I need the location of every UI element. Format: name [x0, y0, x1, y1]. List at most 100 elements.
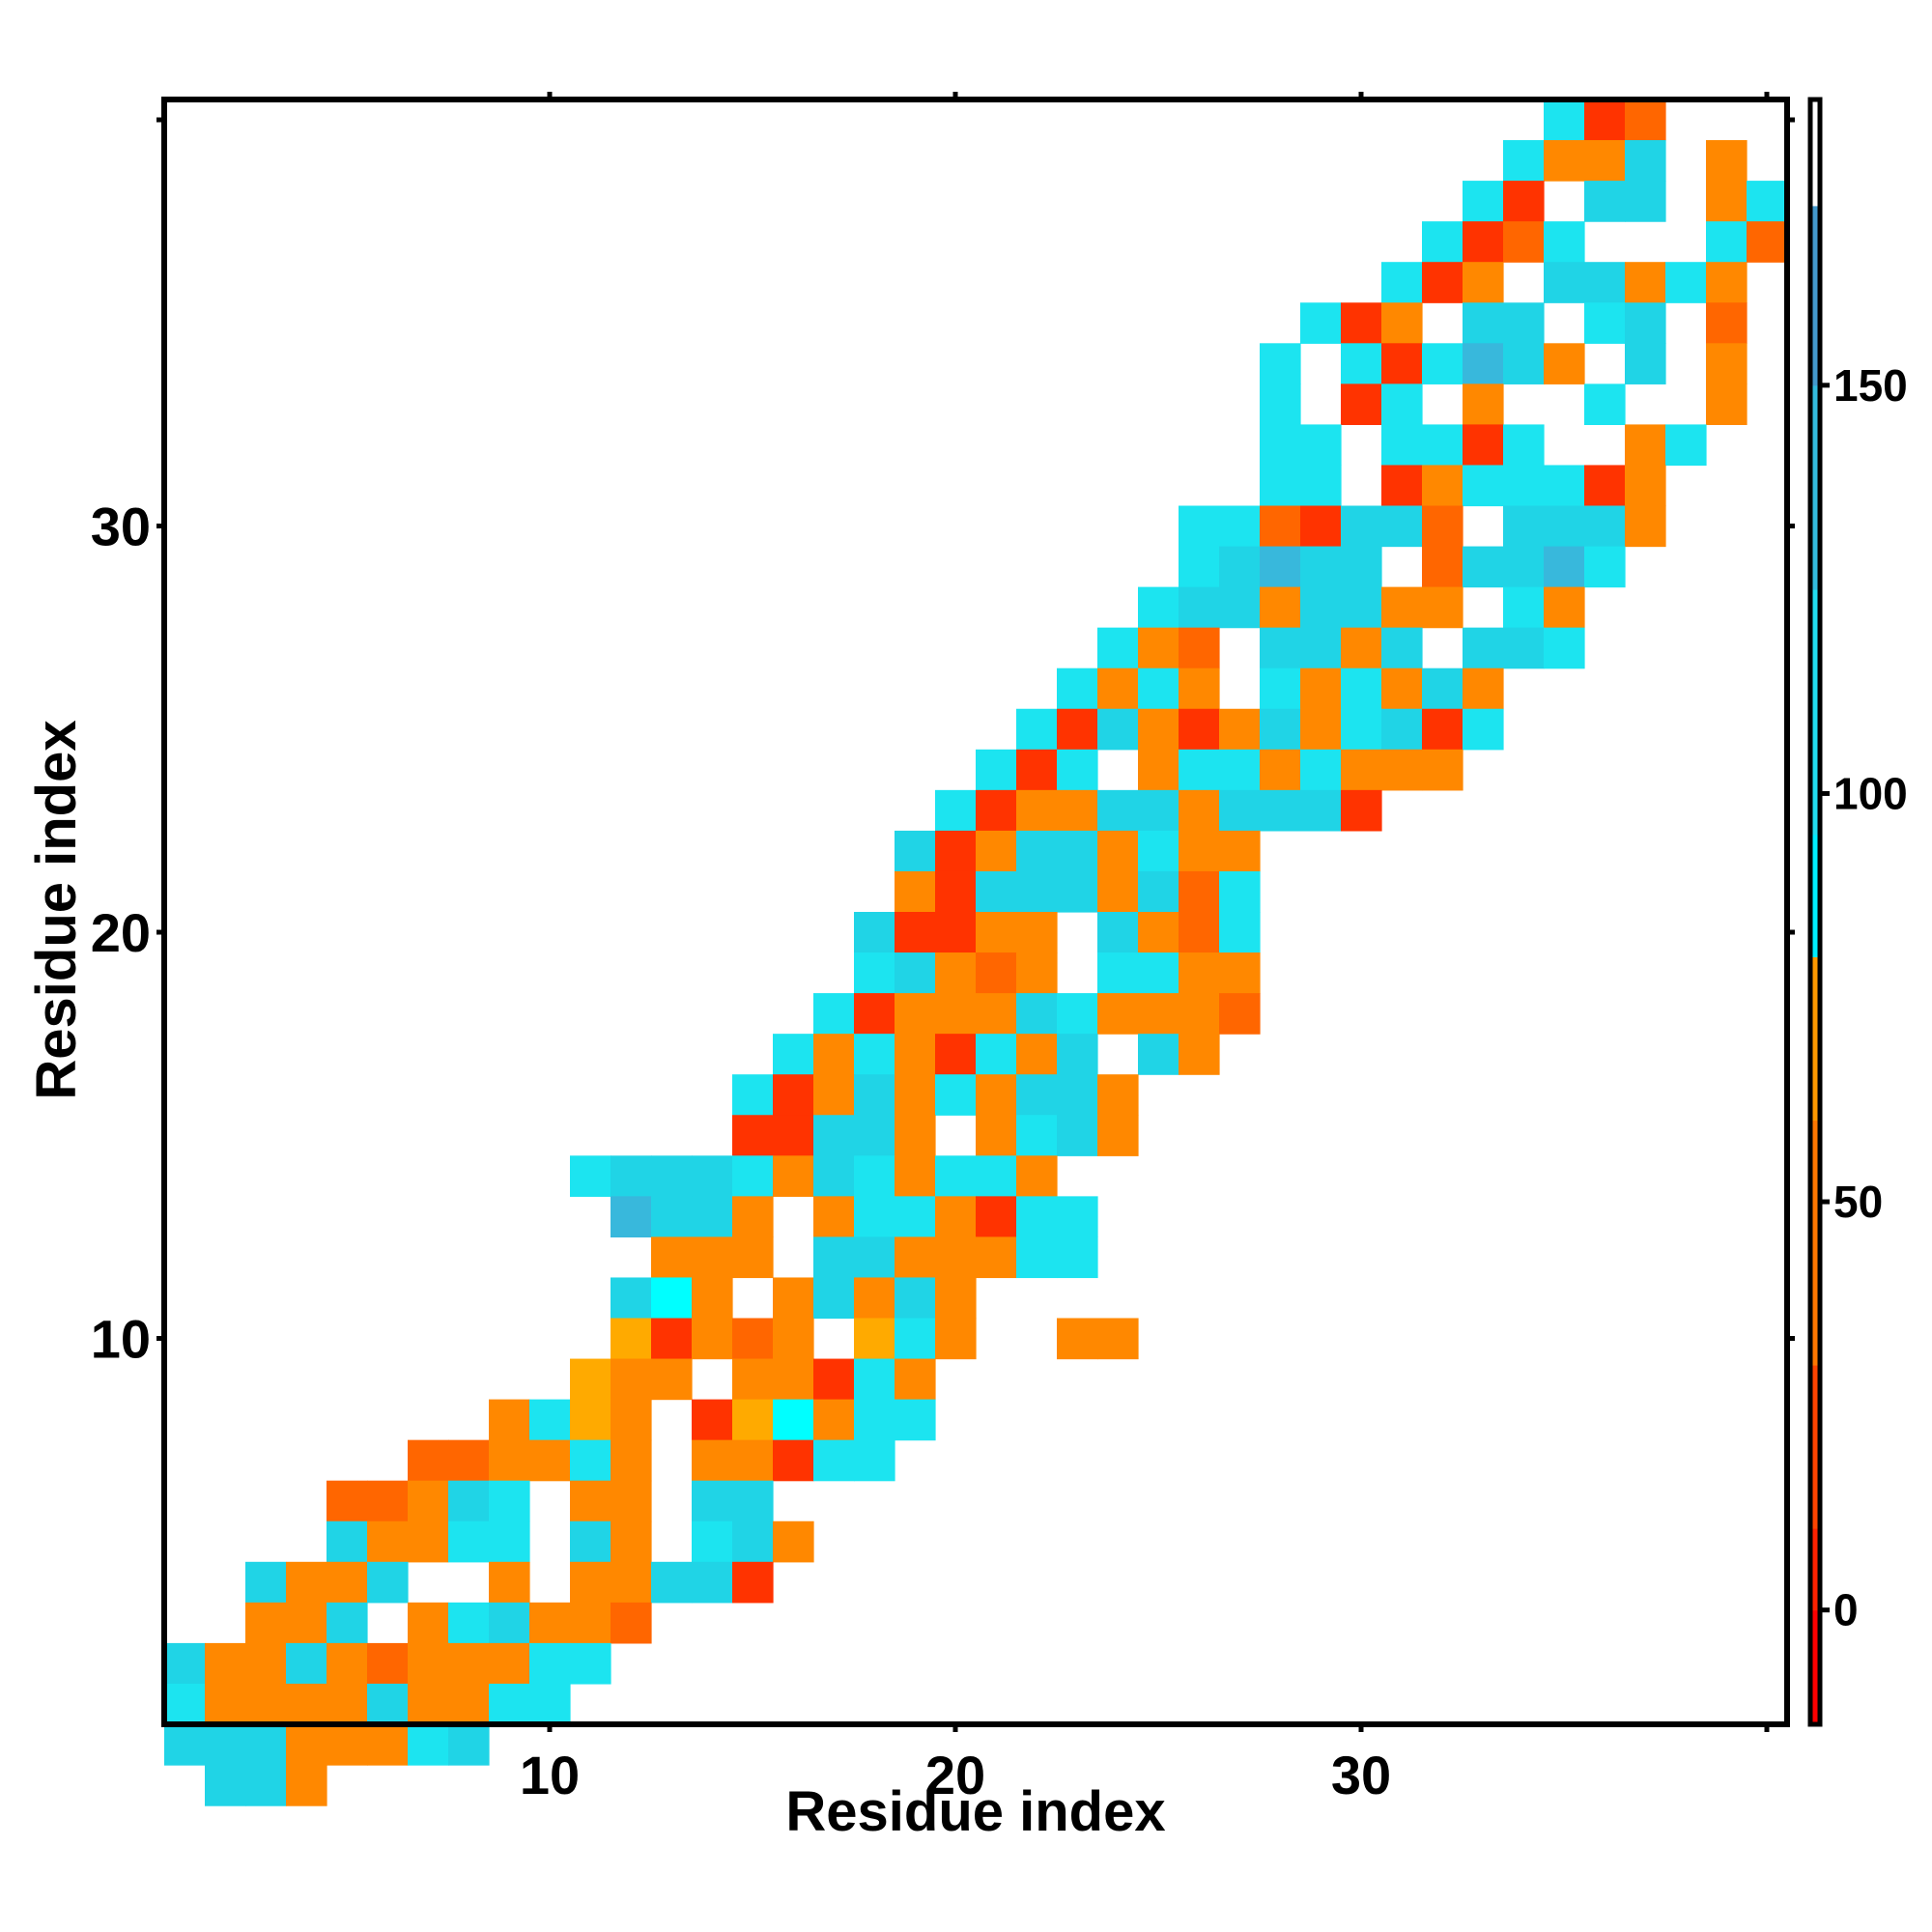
- heatmap-cell: [1097, 1115, 1139, 1156]
- heatmap-cell: [1544, 586, 1585, 629]
- heatmap-cell: [164, 1683, 206, 1725]
- heatmap-cell: [732, 1074, 774, 1116]
- heatmap-cell: [1057, 1196, 1098, 1237]
- colorbar-band: [1810, 834, 1820, 957]
- heatmap-cells: [164, 99, 1788, 1806]
- heatmap-cell: [732, 1155, 774, 1197]
- heatmap-cell: [854, 1074, 895, 1116]
- heatmap-cell: [1544, 140, 1585, 182]
- heatmap-cell: [1341, 627, 1382, 669]
- heatmap-cell: [408, 1724, 449, 1766]
- heatmap-cell: [448, 1480, 490, 1522]
- heatmap-cell: [1097, 1074, 1139, 1116]
- heatmap-cell: [1300, 708, 1342, 751]
- heatmap-cell: [408, 1642, 449, 1685]
- heatmap-cell: [1584, 546, 1626, 588]
- heatmap-cell: [895, 1277, 936, 1320]
- heatmap-cell: [935, 830, 977, 872]
- heatmap-cell: [692, 1155, 733, 1197]
- heatmap-cell: [1219, 708, 1261, 751]
- heatmap-cell: [611, 1520, 652, 1563]
- heatmap-cell: [1138, 912, 1179, 953]
- colorbar-tick-label: 100: [1833, 768, 1908, 818]
- x-tick-label: 30: [1331, 1745, 1391, 1805]
- heatmap-cell: [1341, 302, 1382, 344]
- heatmap-cell: [1463, 668, 1504, 710]
- heatmap-cell: [1138, 952, 1179, 994]
- heatmap-cell: [976, 1115, 1017, 1156]
- heatmap-cell: [976, 1155, 1017, 1197]
- x-tick-label: 20: [925, 1745, 985, 1805]
- heatmap-cell: [1300, 789, 1342, 832]
- heatmap-cell: [1341, 708, 1382, 751]
- heatmap-cell: [1219, 586, 1261, 629]
- heatmap-cell: [1341, 586, 1382, 629]
- heatmap-cell: [1016, 993, 1058, 1035]
- heatmap-cell: [854, 1115, 895, 1156]
- heatmap-cell: [1706, 384, 1747, 425]
- heatmap-cell: [895, 993, 936, 1035]
- heatmap-cell: [976, 952, 1017, 994]
- heatmap-cell: [1260, 708, 1301, 751]
- axis-ticks: [156, 92, 1795, 1732]
- heatmap-cell: [1300, 424, 1342, 467]
- heatmap-cell: [1260, 789, 1301, 832]
- heatmap-cell: [651, 1561, 693, 1604]
- heatmap-cell: [1584, 465, 1626, 507]
- colorbar-band: [1810, 956, 1820, 1122]
- heatmap-cell: [1260, 465, 1301, 507]
- heatmap-cell: [813, 1034, 855, 1075]
- heatmap-cell: [854, 1439, 895, 1482]
- heatmap-cell: [1097, 789, 1139, 832]
- heatmap-cell: [813, 1236, 855, 1279]
- heatmap-cell: [1138, 749, 1179, 791]
- heatmap-cell: [935, 1318, 977, 1360]
- heatmap-cell: [976, 870, 1017, 913]
- heatmap-cell: [1179, 708, 1220, 751]
- heatmap-cell: [1706, 262, 1747, 303]
- heatmap-cell: [1341, 789, 1382, 832]
- heatmap-cell: [692, 1520, 733, 1563]
- heatmap-cell: [1016, 708, 1058, 751]
- heatmap-cell: [854, 912, 895, 953]
- heatmap-cell: [935, 789, 977, 832]
- heatmap-cell: [732, 1318, 774, 1360]
- heatmap-cell: [1463, 302, 1504, 344]
- heatmap-cell: [1219, 789, 1261, 832]
- heatmap-cell: [1057, 1115, 1098, 1156]
- colorbar-band: [1810, 384, 1820, 590]
- heatmap-cell: [1503, 302, 1545, 344]
- heatmap-cell: [1584, 181, 1626, 222]
- heatmap-cell: [813, 1277, 855, 1320]
- heatmap-cell: [1381, 749, 1423, 791]
- heatmap-cell: [489, 1683, 530, 1725]
- heatmap-cell: [611, 1439, 652, 1482]
- heatmap-cell: [611, 1480, 652, 1522]
- heatmap-cell: [1097, 627, 1139, 669]
- heatmap-cell: [1381, 627, 1423, 669]
- heatmap-cell: [1381, 586, 1423, 629]
- heatmap-cell: [408, 1439, 449, 1482]
- heatmap-cell: [1463, 708, 1504, 751]
- heatmap-cell: [854, 1399, 895, 1441]
- colorbar-frame: [1807, 97, 1823, 1727]
- heatmap-cell: [1503, 140, 1545, 182]
- heatmap-cell: [773, 1520, 814, 1563]
- heatmap-cell: [1422, 262, 1463, 303]
- heatmap-cell: [1341, 384, 1382, 425]
- heatmap-cell: [935, 1074, 977, 1116]
- heatmap-cell: [1544, 505, 1585, 548]
- heatmap-cell: [570, 1602, 611, 1644]
- heatmap-cell: [1341, 343, 1382, 384]
- heatmap-cell: [1381, 668, 1423, 710]
- heatmap-cell: [1260, 505, 1301, 548]
- colorbar-tick-label: 0: [1833, 1585, 1859, 1635]
- heatmap-cell: [529, 1399, 571, 1441]
- heatmap-cell: [367, 1642, 409, 1685]
- heatmap-cell: [327, 1480, 368, 1522]
- heatmap-cell: [1381, 465, 1423, 507]
- heatmap-cell: [489, 1480, 530, 1522]
- heatmap-cell: [1381, 424, 1423, 467]
- heatmap-cell: [1138, 789, 1179, 832]
- heatmap-cell: [1138, 1034, 1179, 1075]
